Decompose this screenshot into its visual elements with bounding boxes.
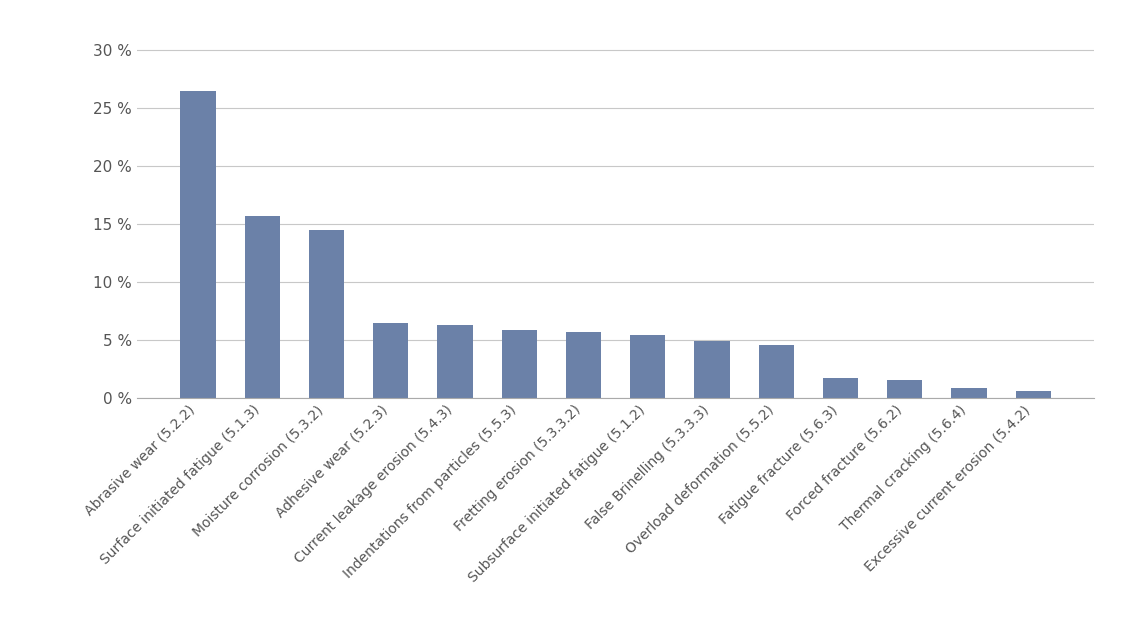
Bar xyxy=(502,330,537,398)
Bar xyxy=(373,323,408,398)
Bar xyxy=(887,380,922,398)
Bar xyxy=(630,335,666,398)
Bar xyxy=(823,378,858,398)
Bar xyxy=(694,341,730,398)
Bar xyxy=(565,332,601,398)
Bar xyxy=(951,388,986,398)
Bar xyxy=(309,230,344,398)
Bar xyxy=(438,325,473,398)
Bar xyxy=(245,216,280,398)
Bar xyxy=(1016,390,1051,398)
Bar xyxy=(758,345,793,398)
Bar xyxy=(180,91,215,398)
